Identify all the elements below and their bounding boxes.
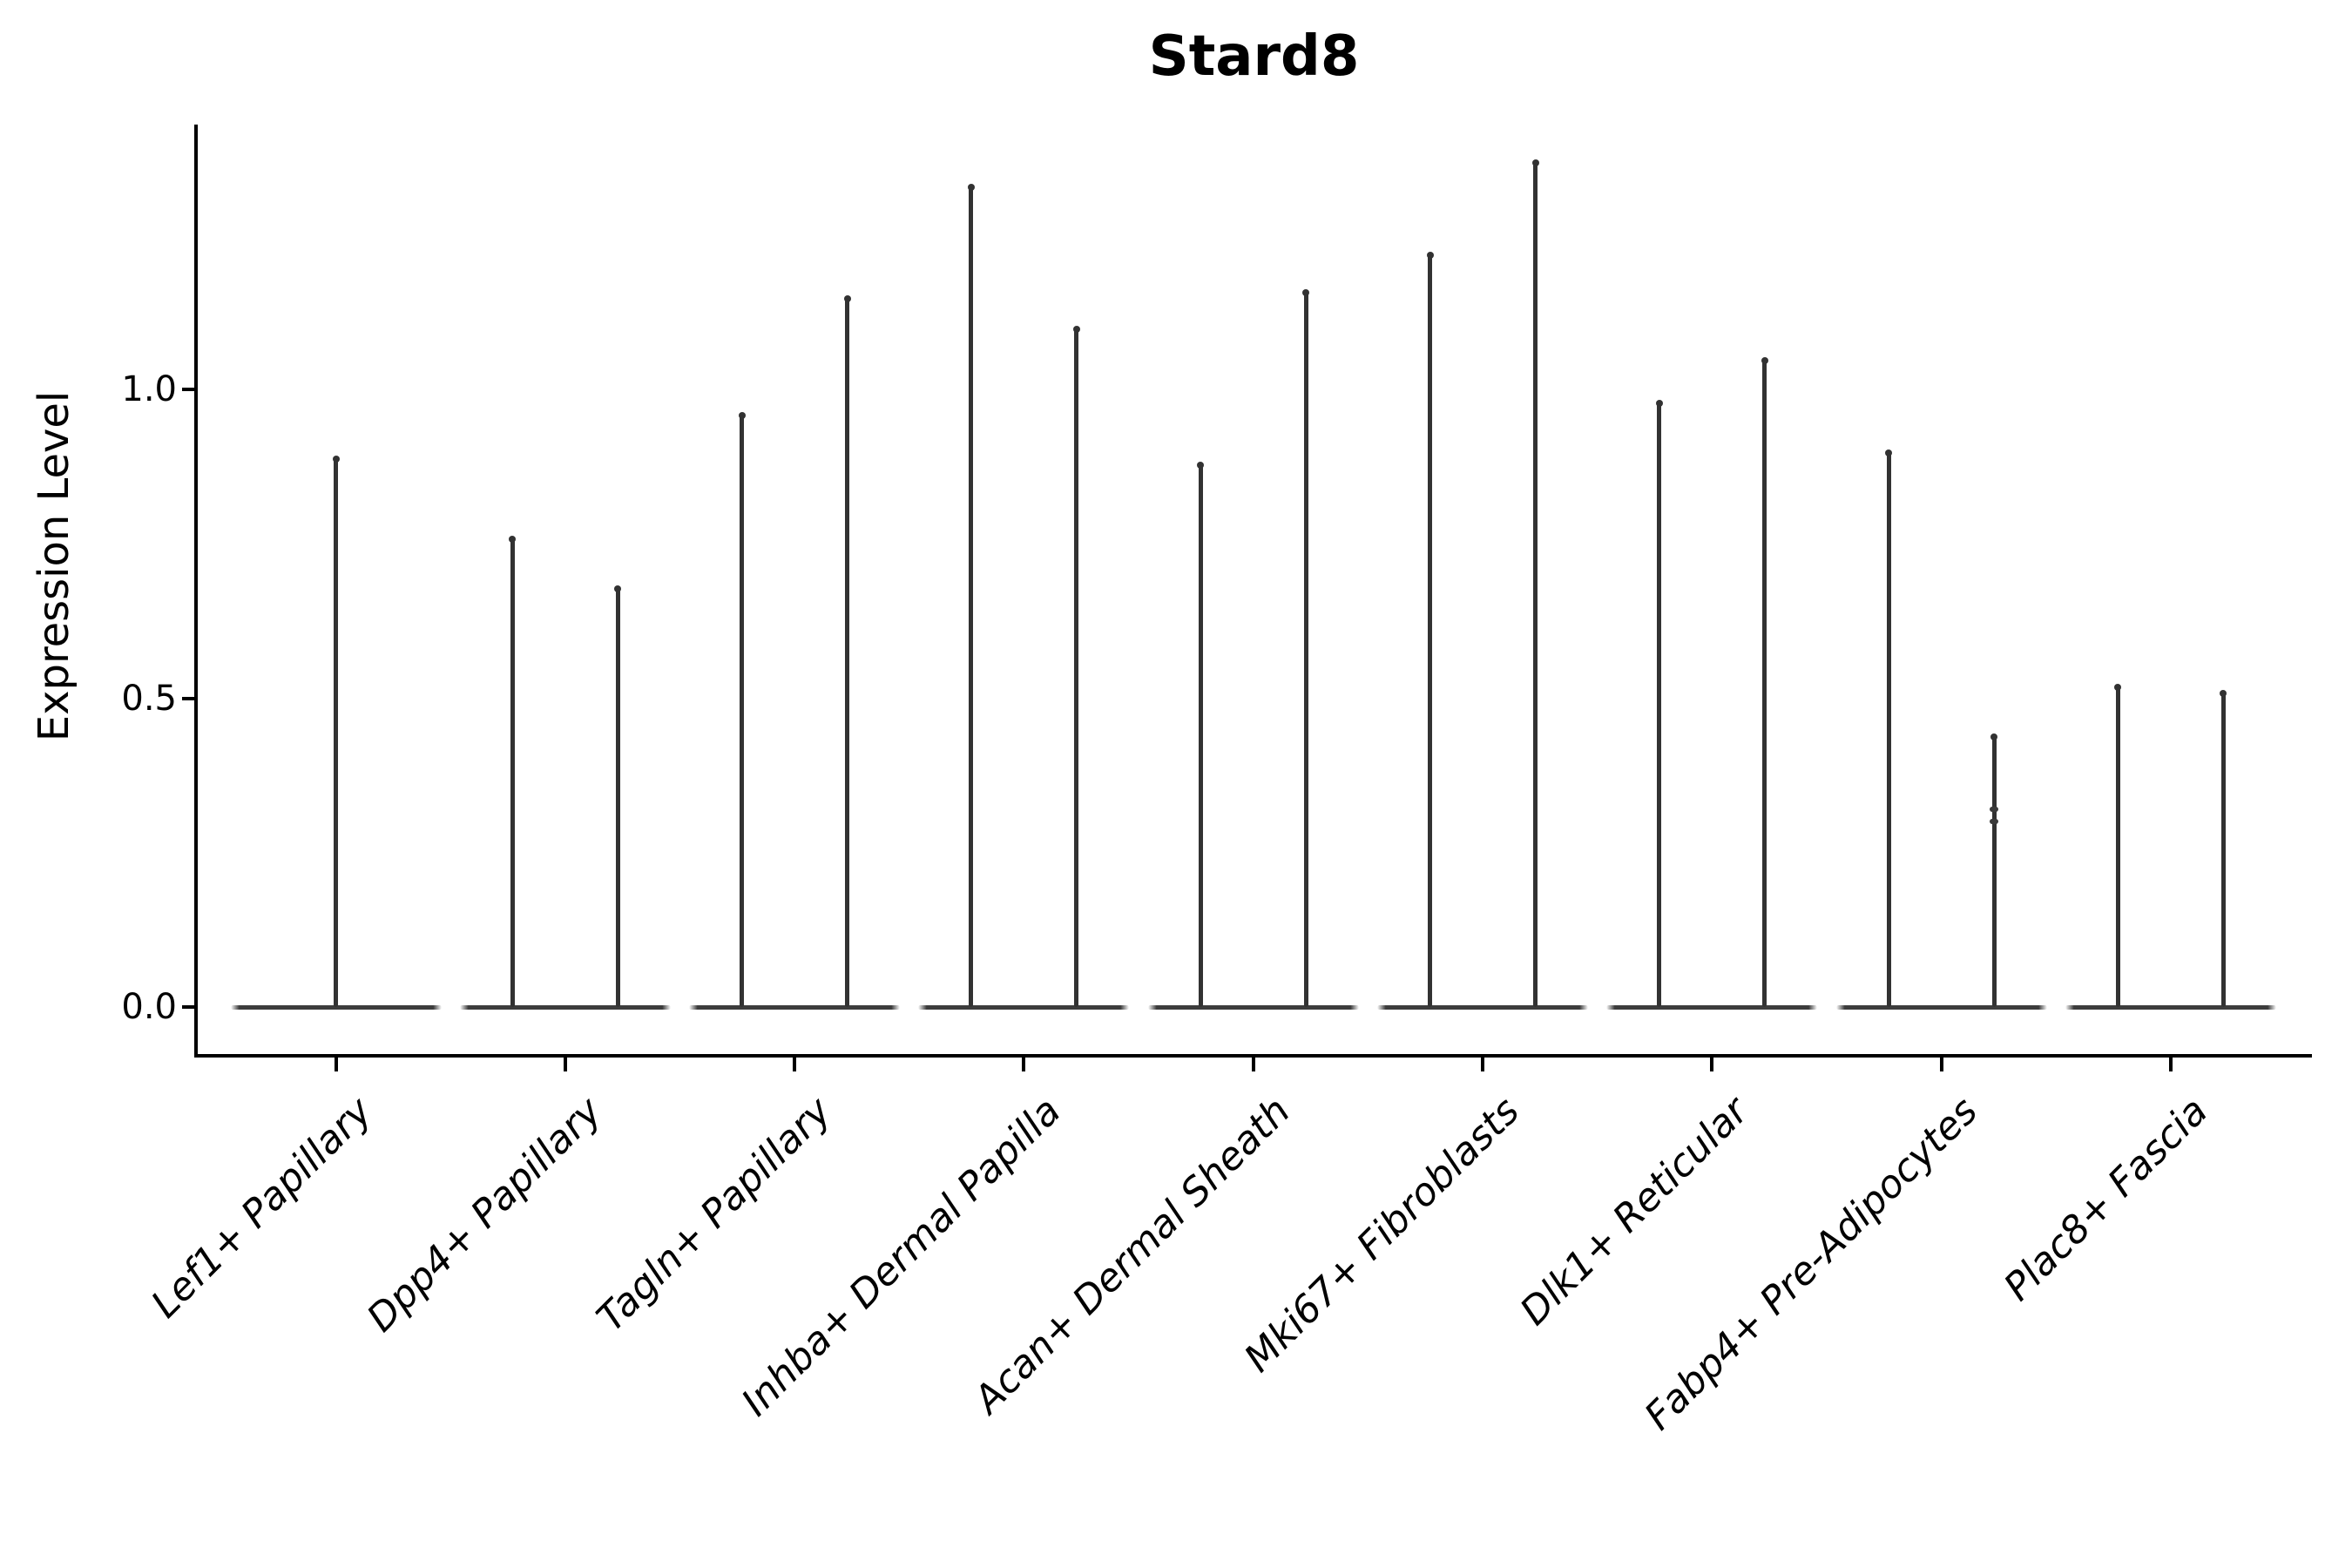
violin-tail <box>1198 463 1203 1007</box>
violin-baseline <box>1606 1004 1818 1010</box>
violin-tail <box>1428 253 1432 1007</box>
x-tick-mark <box>1481 1056 1484 1071</box>
violin-baseline <box>918 1004 1130 1010</box>
violin-tail-cap <box>1990 733 1998 741</box>
x-tick-label: Tagln+ Papillary <box>588 1088 841 1341</box>
y-tick-label: 0.5 <box>121 678 177 719</box>
x-tick-label: Dlk1+ Reticular <box>1511 1088 1758 1335</box>
violin-tail-cap <box>1197 462 1205 470</box>
violin-baseline <box>230 1004 442 1010</box>
violin-tail <box>845 296 850 1007</box>
violin-tail <box>510 537 515 1007</box>
violin-tail-cap <box>1072 326 1080 334</box>
y-tick-label: 0.0 <box>121 987 177 1027</box>
x-tick-mark <box>1939 1056 1943 1071</box>
violin-tail-cap <box>1531 159 1539 166</box>
violin-tail <box>1991 735 1997 1007</box>
x-tick-mark <box>563 1056 567 1071</box>
violin-tail-knot <box>1990 819 1999 825</box>
violin-tail <box>1303 290 1308 1007</box>
x-tick-label: Lef1+ Papillary <box>143 1088 382 1327</box>
x-tick-mark <box>793 1056 797 1071</box>
violin-tail-cap <box>1302 288 1310 296</box>
x-tick-label: Plac8+ Fascia <box>1995 1088 2216 1310</box>
violin-tail-cap <box>2220 690 2227 698</box>
violin-tail <box>740 414 745 1007</box>
violin-tail <box>1762 358 1767 1007</box>
violin-tail <box>969 186 974 1007</box>
y-tick-mark <box>182 696 198 700</box>
violin-tail-knot <box>1990 807 1999 813</box>
violin-baseline <box>689 1004 901 1010</box>
y-tick-mark <box>182 1005 198 1009</box>
violin-tail <box>2115 686 2120 1007</box>
violin-tail <box>1886 450 1891 1007</box>
x-tick-mark <box>1022 1056 1026 1071</box>
violin-tail <box>1533 160 1538 1007</box>
violin-tail <box>334 456 338 1007</box>
violin-tail-cap <box>509 536 517 544</box>
violin-tail-cap <box>738 412 746 420</box>
violin-tail-cap <box>843 294 851 302</box>
violin-baseline <box>1147 1004 1359 1010</box>
x-tick-mark <box>1251 1056 1255 1071</box>
x-tick-mark <box>1710 1056 1714 1071</box>
violin-baseline <box>1377 1004 1588 1010</box>
violin-tail-cap <box>1426 252 1434 260</box>
violin-baseline <box>459 1004 671 1010</box>
violin-tail-cap <box>332 455 340 463</box>
violin-tail-cap <box>967 184 975 192</box>
x-tick-mark <box>334 1056 338 1071</box>
y-tick-label: 1.0 <box>121 369 177 409</box>
violin-tail-cap <box>614 585 622 592</box>
x-tick-mark <box>2168 1056 2173 1071</box>
violin-tail <box>1657 402 1662 1007</box>
violin-tail-cap <box>1885 449 1893 456</box>
violin-tail <box>2220 692 2226 1007</box>
violin-baseline <box>1835 1004 2047 1010</box>
violin-baseline <box>2065 1004 2276 1010</box>
y-tick-mark <box>182 388 198 391</box>
violin-tail <box>1074 328 1079 1007</box>
x-tick-label: Dpp4+ Papillary <box>358 1088 611 1341</box>
y-axis-spine <box>194 125 198 1058</box>
violin-tail <box>615 586 620 1007</box>
violin-tail-cap <box>2114 684 2122 692</box>
violin-tail-cap <box>1761 356 1768 364</box>
chart-title: Stard8 <box>1148 24 1360 89</box>
violin-tail-cap <box>1655 400 1663 408</box>
